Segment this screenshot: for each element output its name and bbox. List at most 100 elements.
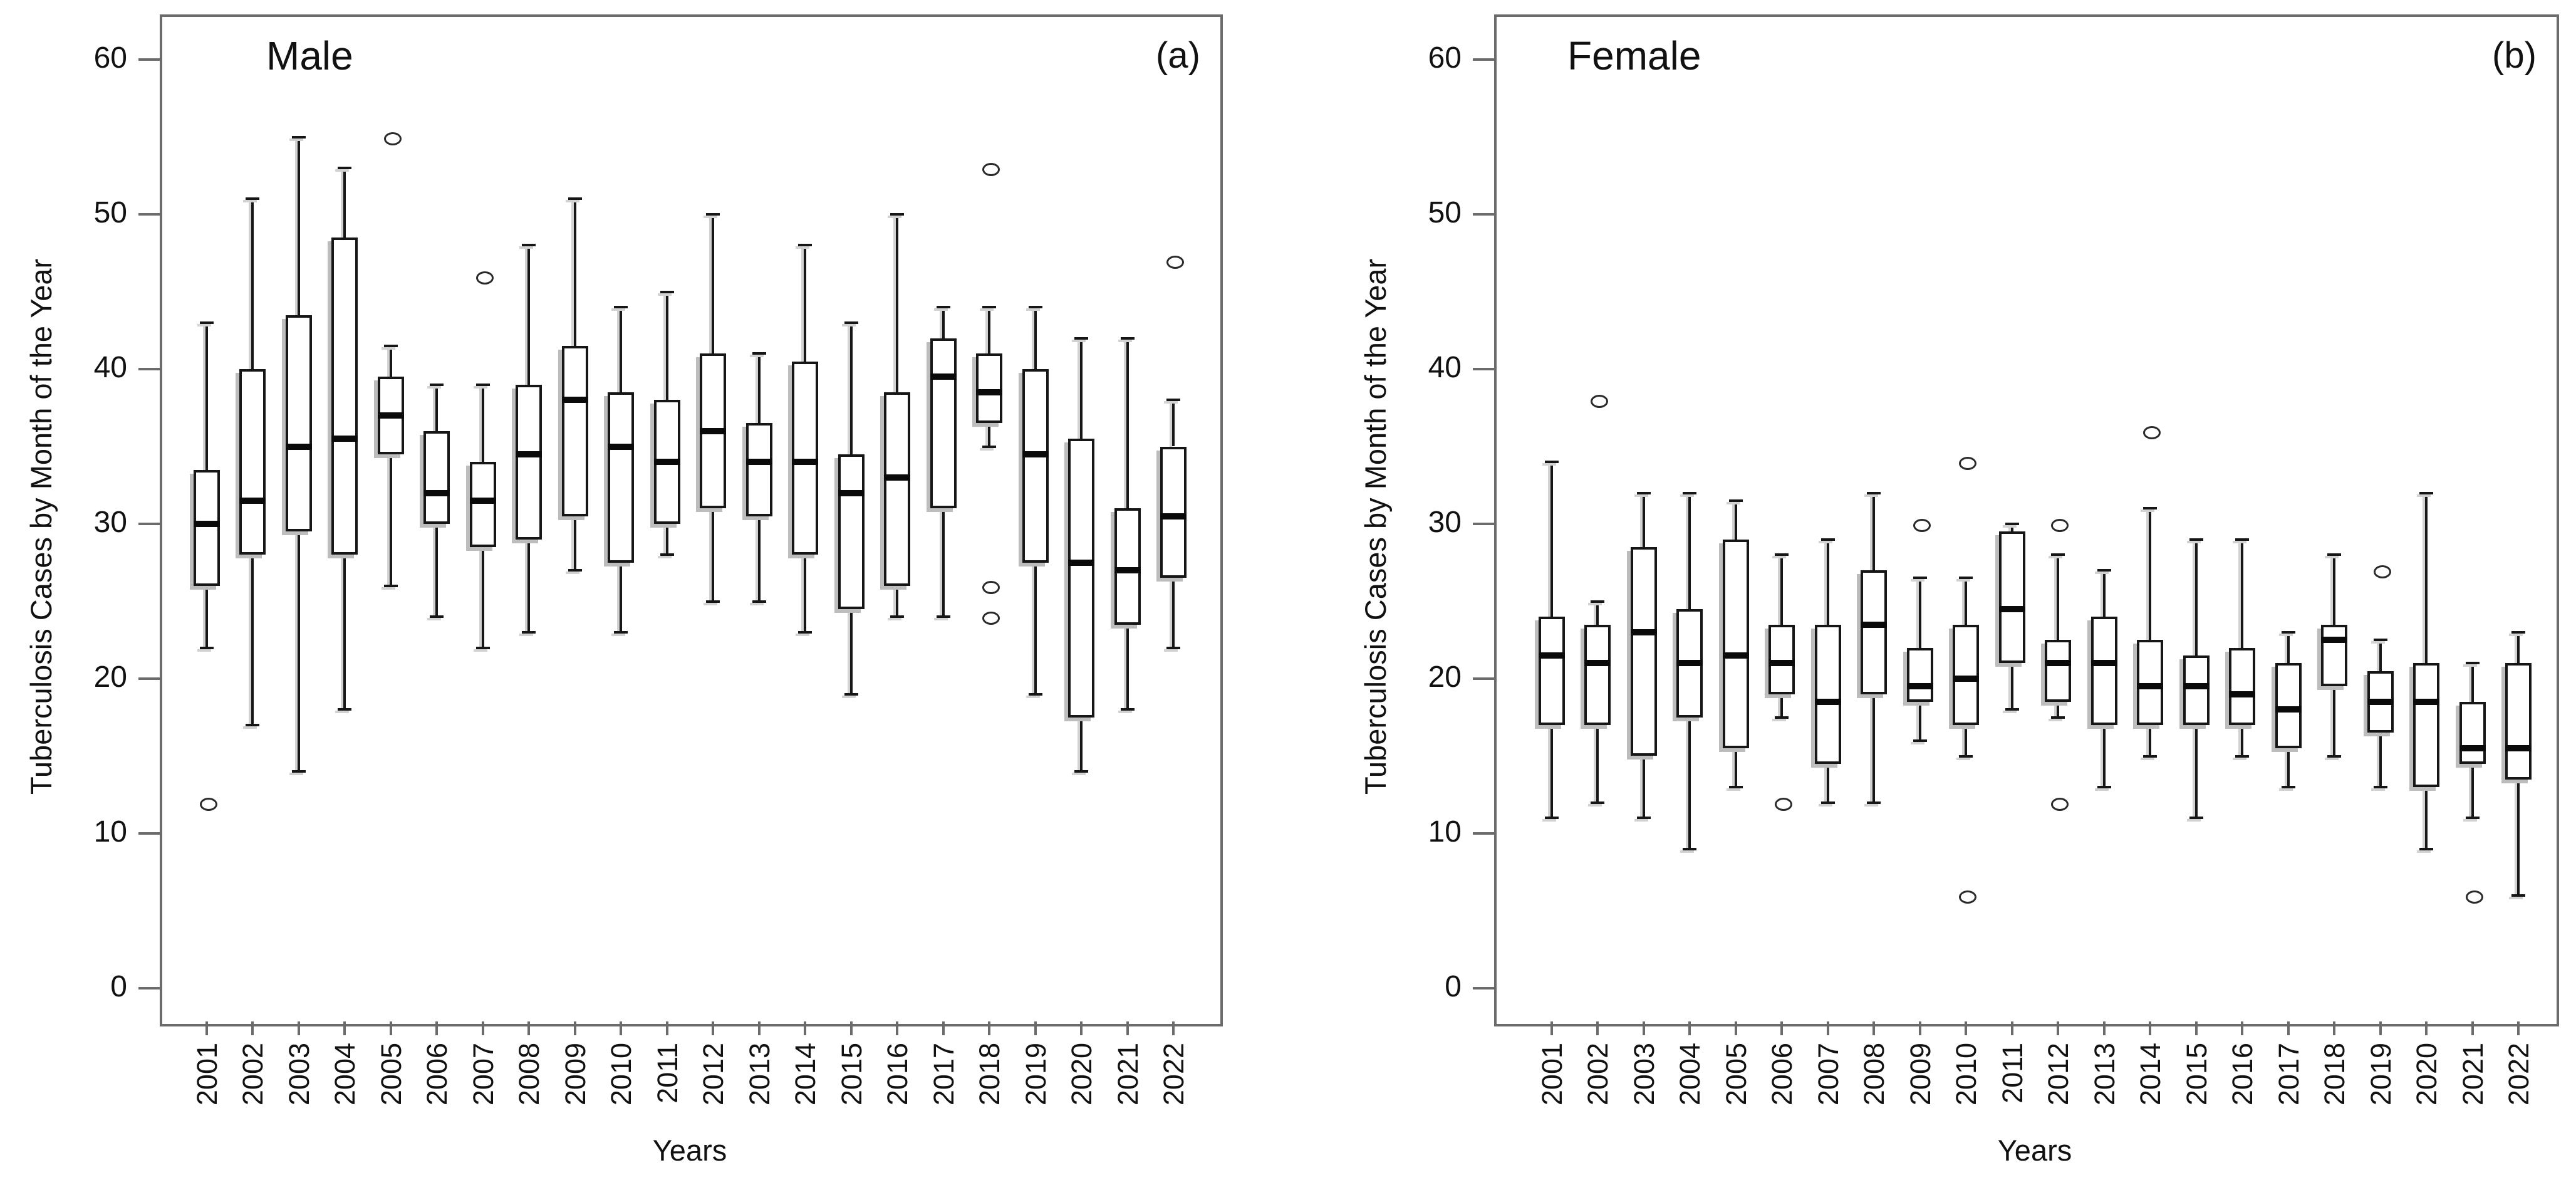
boxplot-median [792,459,819,466]
boxplot-median [1160,513,1187,520]
boxplot-lower-cap [844,692,858,696]
boxplot-median [285,443,312,450]
boxplot-lower-cap [1913,739,1927,742]
y-tick-mark [1473,832,1494,835]
y-tick-label: 0 [1445,970,1462,1003]
x-tick-label-year: 2019 [2364,1043,2397,1106]
x-tick-label-year: 2018 [2319,1043,2351,1106]
boxplot-lower-whisker [1780,694,1784,718]
boxplot-upper-cap [2511,630,2526,634]
boxplot-outlier [1775,797,1793,811]
boxplot-upper-cap [1636,491,1651,494]
boxplot-lower-cap [1683,847,1697,850]
panel-title-male: Male [266,33,353,78]
boxplot-box [1768,624,1795,694]
x-tick-label-year: 2020 [2411,1043,2443,1106]
boxplot-box [1630,547,1657,756]
panel-corner-label-b: (b) [2492,35,2537,76]
boxplot-upper-cap [1683,491,1697,494]
boxplot-lower-cap [1074,770,1089,773]
boxplot-lower-cap [2373,785,2387,788]
boxplot-median [2183,683,2210,690]
boxplot-upper-cap [844,321,858,324]
boxplot-outlier [1959,890,1977,904]
x-tick-mark [1596,1021,1599,1035]
boxplot-box [2183,655,2210,726]
x-tick-label-year: 2017 [927,1043,960,1106]
boxplot-median [1861,621,1888,628]
boxplot-lower-whisker [527,539,531,632]
boxplot-outlier [2465,890,2483,904]
boxplot-outlier [475,271,494,285]
boxplot-median [1584,660,1611,667]
boxplot-lower-whisker [1172,578,1175,648]
boxplot-lower-cap [1591,801,1605,804]
boxplot-lower-cap [1120,708,1135,711]
boxplot-outlier [1913,519,1931,532]
boxplot-box [2321,624,2348,687]
boxplot-outlier [982,612,1000,625]
boxplot-upper-cap [752,352,766,355]
boxplot-box [516,384,543,540]
y-tick-label: 50 [1428,196,1462,229]
x-tick-mark [2241,1021,2244,1035]
x-tick-label-year: 2019 [1019,1043,1052,1106]
boxplot-upper-cap [430,383,444,386]
x-tick-label-year: 2015 [835,1043,868,1106]
y-tick-label: 30 [93,506,127,539]
y-tick-mark [138,58,160,61]
x-tick-mark [1965,1021,1968,1035]
y-tick-label: 60 [93,41,127,75]
boxplot-lower-cap [660,553,674,556]
boxplot-lower-whisker [343,555,346,710]
boxplot-box [1953,624,1980,726]
boxplot-box [1160,446,1187,578]
boxplot-outlier [200,797,217,811]
boxplot-lower-whisker [2379,733,2382,787]
boxplot-median [423,489,450,496]
y-tick-mark [1473,987,1494,989]
x-tick-mark [2149,1021,2152,1035]
boxplot-lower-whisker [2471,763,2474,818]
x-tick-label-year: 2003 [1628,1043,1660,1106]
boxplot-upper-whisker [1688,493,1691,609]
x-tick-label-year: 2007 [467,1043,499,1106]
x-tick-label-year: 2002 [237,1043,269,1106]
x-tick-mark [2102,1021,2106,1035]
boxplot-lower-cap [2235,754,2250,758]
boxplot-lower-whisker [1965,725,1968,756]
boxplot-upper-cap [2143,507,2158,510]
boxplot-median [1722,652,1749,659]
boxplot-median [653,459,680,466]
boxplot-box [2229,647,2256,726]
boxplot-upper-cap [1074,337,1089,340]
x-tick-mark [435,1021,439,1035]
x-tick-mark [2333,1021,2336,1035]
x-tick-mark [2057,1021,2060,1035]
boxplot-lower-whisker [1918,702,1921,741]
boxplot-lower-whisker [2149,725,2152,756]
boxplot-upper-whisker [389,345,392,377]
boxplot-box [2505,663,2532,780]
x-tick-mark [1918,1021,1921,1035]
boxplot-upper-whisker [343,167,346,238]
x-tick-mark [1688,1021,1691,1035]
boxplot-upper-cap [1028,306,1042,309]
x-tick-label-year: 2013 [743,1043,776,1106]
boxplot-upper-whisker [1734,500,1737,540]
boxplot-outlier [982,162,1000,176]
boxplot-box [239,369,266,555]
boxplot-lower-cap [706,600,720,603]
boxplot-lower-cap [936,615,950,619]
boxplot-upper-cap [1775,553,1789,556]
y-tick-label: 30 [1428,506,1462,539]
boxplot-box [1814,624,1841,764]
boxplot-median [194,521,220,527]
boxplot-median [608,443,635,450]
x-tick-label-year: 2009 [1904,1043,1936,1106]
y-tick-mark [138,987,160,989]
x-tick-mark [1734,1021,1737,1035]
x-tick-mark [1034,1021,1037,1035]
boxplot-lower-cap [2419,847,2434,850]
boxplot-lower-cap [1820,801,1835,804]
